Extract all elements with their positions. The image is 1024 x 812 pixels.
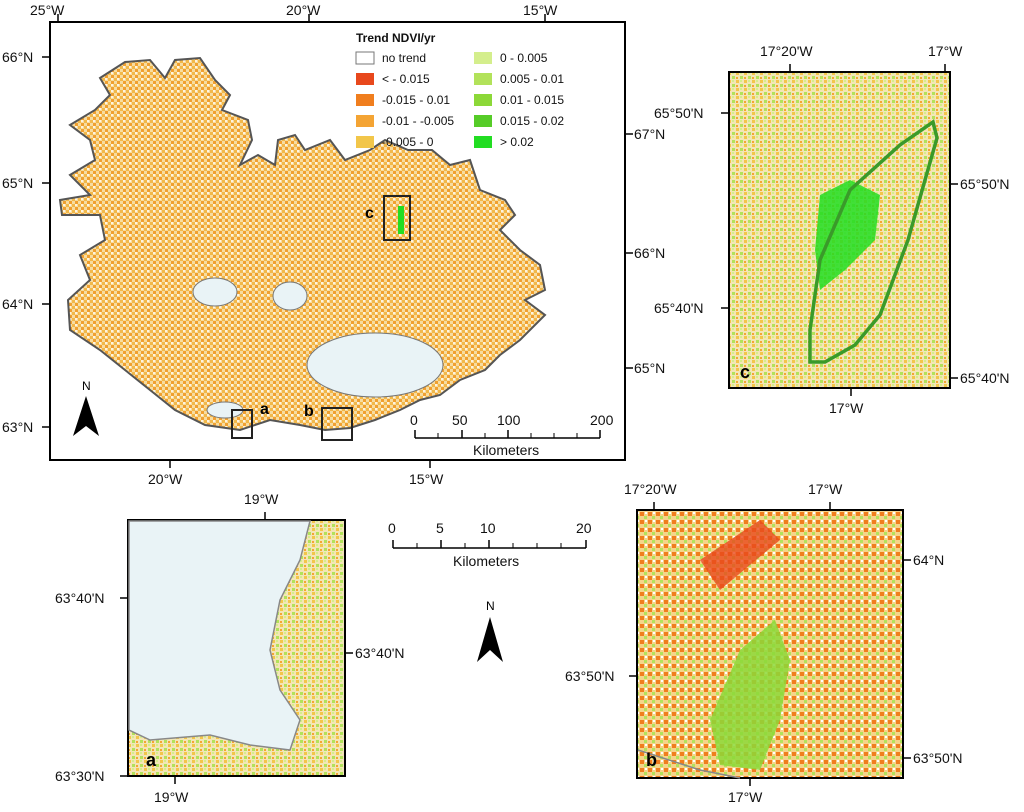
panel-b-left-lat-0: 63°50'N xyxy=(565,668,615,684)
main-scale-tick-100: 100 xyxy=(497,412,521,428)
small-scale-tick-20: 20 xyxy=(576,520,592,536)
panel-b-red-streak xyxy=(700,520,780,590)
legend-label-5: 0 - 0.005 xyxy=(500,51,548,65)
small-scale-tick-5: 5 xyxy=(436,520,444,536)
panel-c-outline xyxy=(808,119,939,364)
legend-label-9: > 0.02 xyxy=(500,135,534,149)
panel-c-right-lat-0: 65°50'N xyxy=(960,176,1010,192)
legend-label-2: -0.015 - 0.01 xyxy=(382,93,450,107)
legend-label-3: -0.01 - -0.005 xyxy=(382,114,454,128)
main-scale-unit: Kilometers xyxy=(473,442,539,458)
legend-title: Trend NDVI/yr xyxy=(356,31,436,45)
main-scale-bar: 0 50 100 200 Kilometers xyxy=(410,412,614,458)
main-north-letter: N xyxy=(82,379,91,393)
small-scale-unit: Kilometers xyxy=(453,553,519,569)
legend: Trend NDVI/yr no trend < - 0.015 -0.015 … xyxy=(355,31,564,149)
green-patch-c xyxy=(398,206,404,234)
small-scale-bar: 0 5 10 20 Kilometers xyxy=(388,520,592,569)
north-arrow-icon xyxy=(73,396,99,436)
panel-c-right-lat-1: 65°40'N xyxy=(960,370,1010,386)
panel-b-right-lat-0: 64°N xyxy=(913,552,944,568)
panel-a-left-lat-0: 63°40'N xyxy=(55,590,105,606)
panel-c-bottom-lon-0: 17°W xyxy=(829,400,864,416)
legend-swatch-8 xyxy=(474,115,492,127)
main-right-lat-67: 67°N xyxy=(634,126,665,142)
inset-box-b xyxy=(321,407,353,441)
legend-swatch-1 xyxy=(356,73,374,85)
small-north-arrow: N xyxy=(477,599,503,662)
iceland-landmass xyxy=(58,56,547,432)
panel-a: 19°W 19°W 63°40'N 63°30'N 63°40'N a xyxy=(55,491,405,805)
main-left-lat-65: 65°N xyxy=(2,175,33,191)
panel-a-left-lat-1: 63°30'N xyxy=(55,768,105,784)
langjokull-glacier xyxy=(192,277,238,307)
panel-b-coastline xyxy=(637,749,741,779)
main-right-lat-66: 66°N xyxy=(634,245,665,261)
legend-label-6: 0.005 - 0.01 xyxy=(500,72,564,86)
main-scale-tick-200: 200 xyxy=(590,412,614,428)
panel-c-top-lon-1: 17°W xyxy=(928,43,963,59)
legend-swatch-9 xyxy=(474,136,492,148)
panel-c-green-core xyxy=(815,180,880,290)
legend-swatch-2 xyxy=(356,94,374,106)
panel-a-letter: a xyxy=(146,750,157,770)
hofsjokull-glacier xyxy=(272,281,308,311)
inset-label-b: b xyxy=(304,403,314,420)
panel-c-letter: c xyxy=(740,362,750,382)
panel-b-green-area xyxy=(710,620,790,770)
legend-swatch-5 xyxy=(474,52,492,64)
legend-label-1: < - 0.015 xyxy=(382,72,430,86)
inset-label-a: a xyxy=(260,401,269,418)
main-left-lat-64: 64°N xyxy=(2,296,33,312)
main-top-lon-25: 25°W xyxy=(30,2,65,18)
legend-label-0: no trend xyxy=(382,51,426,65)
inset-label-c: c xyxy=(365,205,374,222)
panel-c: 17°20'W 17°W 17°W 65°50'N 65°40'N 65°50'… xyxy=(654,43,1010,416)
main-map: a b c 25°W 20°W 15°W 20°W 15°W 66°N 65°N… xyxy=(2,2,665,487)
main-left-lat-63: 63°N xyxy=(2,419,33,435)
panel-b: 17°20'W 17°W 17°W 63°50'N 64°N 63°50'N b xyxy=(565,481,963,805)
panel-a-right-lat-0: 63°40'N xyxy=(355,645,405,661)
panel-c-left-lat-1: 65°40'N xyxy=(654,300,704,316)
legend-swatch-6 xyxy=(474,73,492,85)
main-top-lon-15: 15°W xyxy=(523,2,558,18)
panel-c-top-lon-0: 17°20'W xyxy=(760,43,813,59)
legend-swatch-0 xyxy=(355,51,375,65)
legend-label-4: -0.005 - 0 xyxy=(382,135,434,149)
panel-a-glacier xyxy=(128,520,311,751)
small-north-letter: N xyxy=(486,599,495,613)
main-bottom-lon-15: 15°W xyxy=(409,471,444,487)
legend-label-7: 0.01 - 0.015 xyxy=(500,93,564,107)
main-top-lon-20: 20°W xyxy=(286,2,321,18)
small-north-arrow-icon xyxy=(477,617,503,662)
vatnajokull-glacier xyxy=(306,332,444,398)
panel-a-top-lon-0: 19°W xyxy=(244,491,279,507)
legend-label-8: 0.015 - 0.02 xyxy=(500,114,564,128)
main-bottom-lon-20: 20°W xyxy=(148,471,183,487)
panel-b-bottom-lon-0: 17°W xyxy=(728,789,763,805)
main-scale-tick-0: 0 xyxy=(410,412,418,428)
inset-box-a xyxy=(231,409,253,439)
main-left-lat-66: 66°N xyxy=(2,49,33,65)
inset-box-c xyxy=(383,195,411,241)
panel-b-top-lon-1: 17°W xyxy=(808,481,843,497)
legend-swatch-7 xyxy=(474,94,492,106)
small-scale-tick-0: 0 xyxy=(388,520,396,536)
legend-swatch-4 xyxy=(356,136,374,148)
main-scale-tick-50: 50 xyxy=(452,412,468,428)
main-right-lat-65: 65°N xyxy=(634,360,665,376)
legend-swatch-3 xyxy=(356,115,374,127)
panel-b-letter: b xyxy=(646,750,657,770)
panel-b-top-lon-0: 17°20'W xyxy=(624,481,677,497)
panel-a-bottom-lon-0: 19°W xyxy=(154,789,189,805)
panel-c-left-lat-0: 65°50'N xyxy=(654,105,704,121)
small-scale-tick-10: 10 xyxy=(480,520,496,536)
main-north-arrow: N xyxy=(73,379,99,436)
panel-b-right-lat-1: 63°50'N xyxy=(913,750,963,766)
